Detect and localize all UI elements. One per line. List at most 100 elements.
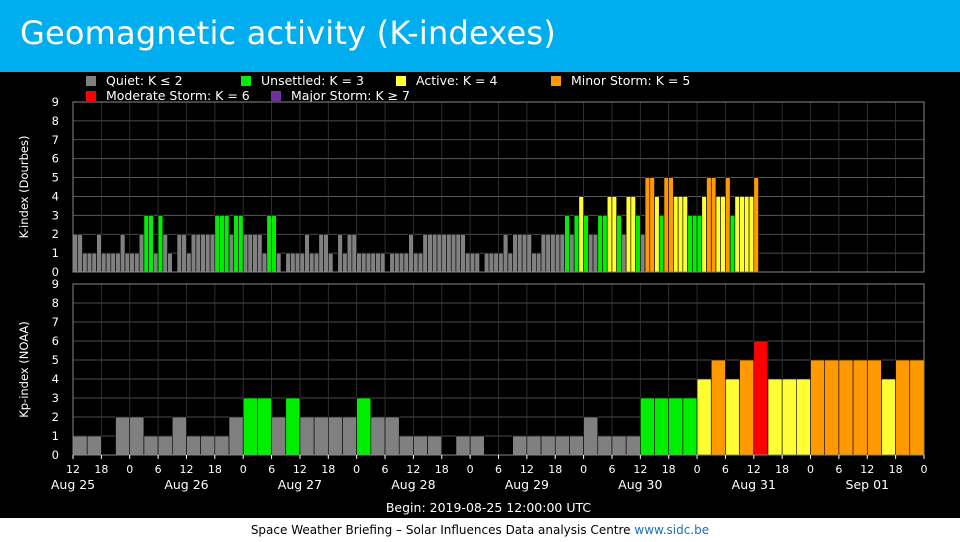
legend-swatch [396,76,406,86]
bar [710,359,726,456]
bar [342,252,348,273]
bar [460,233,466,273]
x-tick-label: 6 [268,463,275,476]
bar [810,359,826,456]
bar [195,233,201,273]
slide-header: Geomagnetic activity (K-indexes) [0,0,960,72]
bar [668,397,684,456]
bar [157,435,173,456]
bar [432,233,438,273]
bar [654,196,660,273]
bar [77,233,83,273]
bar [115,416,131,456]
y-axis-label: Kp-index (NOAA) [17,321,31,418]
bar [554,233,561,273]
x-day-label: Aug 26 [164,477,208,492]
bar [91,252,97,273]
y-tick-label: 2 [52,410,59,424]
bar [408,233,414,273]
bar [214,215,220,273]
x-tick-label: 0 [467,463,474,476]
bar [536,252,542,273]
bar [573,215,580,273]
bar [119,233,126,273]
bar [351,233,357,273]
bar [124,252,131,273]
bar [696,378,712,456]
bar [611,196,617,273]
bar [285,397,301,456]
x-tick-label: 18 [662,463,676,476]
panel-frame [72,101,925,273]
x-tick-label: 18 [208,463,222,476]
x-tick-label: 12 [860,463,874,476]
bar [233,215,239,273]
bar [200,233,206,273]
bar [753,177,759,273]
x-tick-label: 12 [293,463,307,476]
bar [356,252,362,273]
bar [663,177,670,273]
bar [469,252,476,273]
bar [677,196,684,273]
bar [526,233,532,273]
bar [304,233,310,273]
bar [143,435,159,456]
bar [781,378,797,456]
bar [375,252,381,273]
bar [484,252,490,273]
bar [365,252,372,273]
bar [465,252,471,273]
bar [138,233,145,273]
bar [673,196,679,273]
bar [200,435,216,456]
bar [72,435,88,456]
bar [252,233,258,273]
bar [767,378,783,456]
x-day-label: Aug 30 [618,477,662,492]
bar [313,416,329,456]
bar [427,435,443,456]
x-tick-label: 0 [126,463,133,476]
bar [134,252,140,273]
bar [725,177,731,273]
legend-label: Minor Storm: K = 5 [571,73,690,88]
x-tick-label: 18 [548,463,562,476]
bar [257,397,272,456]
bar [446,233,452,273]
x-tick-label: 18 [321,463,335,476]
bar [502,233,509,273]
x-tick-label: 18 [435,463,449,476]
legend-swatch [551,76,561,86]
bar [441,233,447,273]
y-tick-label: 4 [52,372,59,386]
bar [796,378,811,456]
bar [427,233,433,273]
bar [148,215,154,273]
bar [105,252,112,273]
y-tick-label: 8 [52,114,59,128]
bar [583,215,589,273]
y-tick-label: 0 [52,448,59,462]
bar [370,416,386,456]
bar [531,252,537,273]
bar [290,252,296,273]
bar [668,177,674,273]
y-tick-label: 2 [52,227,59,241]
bar [710,177,717,273]
y-tick-label: 9 [52,277,59,291]
bar [110,252,116,273]
bar [744,196,750,273]
legend-swatch [86,76,96,86]
bar [692,215,698,273]
bar [592,233,599,273]
x-tick-label: 12 [747,463,761,476]
bar [186,435,201,456]
y-tick-label: 6 [52,152,59,166]
footer-link[interactable]: www.sidc.be [634,523,710,537]
bar [455,435,471,456]
bar [309,252,315,273]
bar [635,215,641,273]
bar [342,416,357,456]
y-tick-label: 1 [52,429,59,443]
